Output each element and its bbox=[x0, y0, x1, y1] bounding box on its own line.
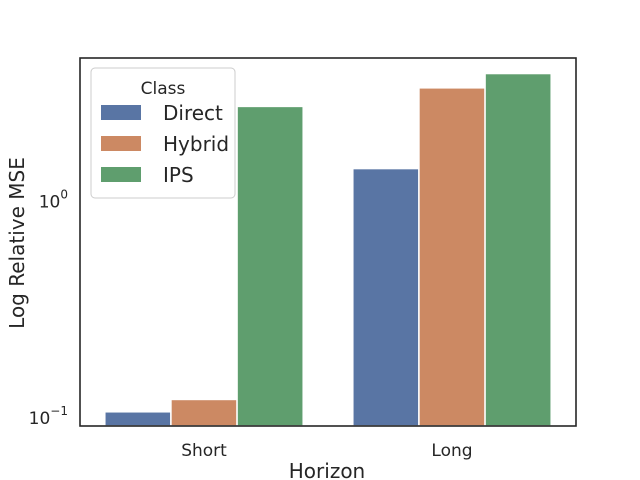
legend-swatch-direct bbox=[101, 105, 141, 120]
bar-hybrid-short bbox=[170, 398, 238, 427]
legend-label-ips: IPS bbox=[163, 163, 194, 187]
legend-swatch-hybrid bbox=[101, 136, 141, 151]
x-axis-label: Horizon bbox=[289, 459, 365, 480]
legend-label-direct: Direct bbox=[163, 101, 223, 125]
bar-ips-long bbox=[484, 72, 552, 427]
y-axis-ticks: 10−1 100 bbox=[29, 188, 68, 430]
legend-items: Direct Hybrid IPS bbox=[101, 101, 229, 187]
bar-ips-short bbox=[236, 105, 304, 427]
bar-direct-short bbox=[104, 411, 172, 427]
legend-title: Class bbox=[141, 79, 186, 99]
x-tick-label-short: Short bbox=[181, 441, 227, 461]
y-tick-label: 10−1 bbox=[29, 404, 68, 429]
legend-swatch-ips bbox=[101, 167, 141, 182]
legend: Class Direct Hybrid IPS bbox=[90, 67, 236, 199]
x-axis-ticks: Short Long bbox=[181, 441, 472, 461]
bar-direct-long bbox=[352, 167, 420, 427]
bar-hybrid-long bbox=[418, 87, 486, 427]
y-tick-label: 100 bbox=[39, 188, 68, 213]
bars-group bbox=[104, 72, 552, 427]
x-tick-label-long: Long bbox=[431, 441, 472, 461]
plot-frame bbox=[79, 57, 577, 427]
legend-box bbox=[90, 67, 236, 199]
y-axis-label: Log Relative MSE bbox=[5, 157, 29, 329]
legend-label-hybrid: Hybrid bbox=[163, 132, 229, 156]
